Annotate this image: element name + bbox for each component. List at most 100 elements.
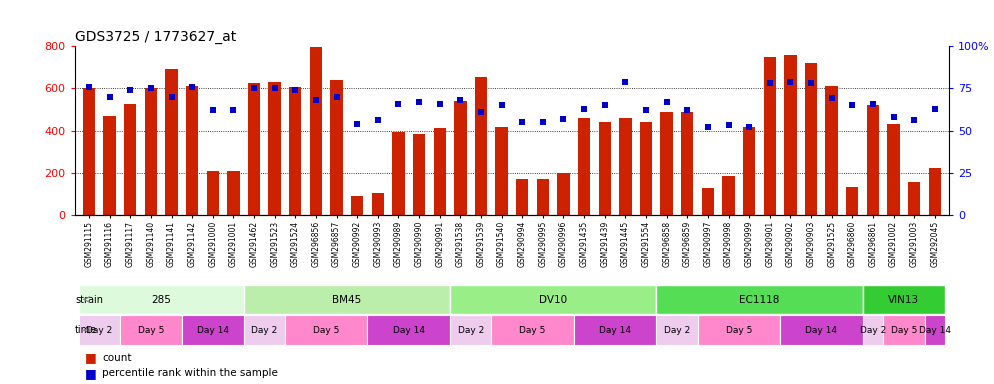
Text: count: count xyxy=(102,353,132,363)
Bar xyxy=(450,316,491,345)
Bar xyxy=(393,132,405,215)
Point xyxy=(865,101,881,107)
Bar xyxy=(863,285,945,314)
Point xyxy=(617,78,633,84)
Text: Day 2: Day 2 xyxy=(457,326,484,335)
Bar xyxy=(244,285,450,314)
Text: Day 14: Day 14 xyxy=(393,326,424,335)
Bar xyxy=(656,316,698,345)
Point xyxy=(535,119,551,125)
Bar xyxy=(784,55,796,215)
Point xyxy=(721,122,737,129)
Bar xyxy=(244,316,285,345)
Bar xyxy=(450,285,656,314)
Bar xyxy=(285,316,368,345)
Point xyxy=(101,94,117,100)
Bar xyxy=(124,104,136,215)
Bar xyxy=(537,179,549,215)
Bar xyxy=(268,82,281,215)
Bar xyxy=(330,80,343,215)
Bar xyxy=(495,127,508,215)
Text: Day 2: Day 2 xyxy=(860,326,886,335)
Bar xyxy=(908,182,920,215)
Bar xyxy=(558,173,570,215)
Bar xyxy=(598,122,611,215)
Text: BM45: BM45 xyxy=(332,295,362,305)
Text: Day 14: Day 14 xyxy=(918,326,951,335)
Point xyxy=(184,84,200,90)
Text: ■: ■ xyxy=(84,367,96,380)
Bar xyxy=(698,316,780,345)
Point xyxy=(514,119,530,125)
Bar xyxy=(863,316,884,345)
Bar xyxy=(433,128,446,215)
Point xyxy=(205,107,221,113)
Bar xyxy=(475,77,487,215)
Bar xyxy=(825,86,838,215)
Point xyxy=(226,107,242,113)
Bar xyxy=(83,88,95,215)
Bar xyxy=(619,118,631,215)
Point xyxy=(596,102,612,108)
Point xyxy=(803,80,819,86)
Bar xyxy=(763,56,776,215)
Bar xyxy=(780,316,863,345)
Bar xyxy=(165,69,178,215)
Bar xyxy=(888,124,900,215)
Point xyxy=(82,84,97,90)
Point xyxy=(659,99,675,105)
Point xyxy=(308,97,324,103)
Bar xyxy=(228,170,240,215)
Point xyxy=(391,101,407,107)
Bar xyxy=(186,86,199,215)
Point xyxy=(907,118,922,124)
Point xyxy=(370,118,386,124)
Bar xyxy=(103,116,116,215)
Text: Day 5: Day 5 xyxy=(138,326,164,335)
Bar xyxy=(289,87,301,215)
Text: Day 5: Day 5 xyxy=(313,326,339,335)
Bar xyxy=(681,111,694,215)
Text: GDS3725 / 1773627_at: GDS3725 / 1773627_at xyxy=(75,30,236,44)
Text: Day 5: Day 5 xyxy=(519,326,546,335)
Bar xyxy=(702,187,714,215)
Text: Day 14: Day 14 xyxy=(805,326,837,335)
Point xyxy=(431,101,447,107)
Point xyxy=(844,102,860,108)
Point xyxy=(782,78,798,84)
Bar xyxy=(884,316,924,345)
Bar xyxy=(310,47,322,215)
Bar xyxy=(867,105,879,215)
Text: Day 14: Day 14 xyxy=(599,326,631,335)
Point xyxy=(247,85,262,91)
Point xyxy=(329,94,345,100)
Bar xyxy=(79,285,244,314)
Text: Day 5: Day 5 xyxy=(891,326,917,335)
Bar xyxy=(248,83,260,215)
Text: ■: ■ xyxy=(84,351,96,364)
Point xyxy=(761,80,777,86)
Text: percentile rank within the sample: percentile rank within the sample xyxy=(102,368,278,378)
Point xyxy=(742,124,757,130)
Bar xyxy=(372,193,384,215)
Bar xyxy=(640,122,652,215)
Point xyxy=(412,99,427,105)
Text: Day 2: Day 2 xyxy=(251,326,277,335)
Bar xyxy=(928,167,941,215)
Text: strain: strain xyxy=(75,295,103,305)
Bar xyxy=(79,316,120,345)
Point xyxy=(164,94,180,100)
Bar xyxy=(491,316,574,345)
Bar xyxy=(145,88,157,215)
Bar xyxy=(805,63,817,215)
Text: Day 2: Day 2 xyxy=(86,326,112,335)
Bar xyxy=(660,111,673,215)
Point xyxy=(886,114,902,120)
Point xyxy=(556,116,572,122)
Text: Day 2: Day 2 xyxy=(664,326,690,335)
Bar xyxy=(743,127,755,215)
Point xyxy=(122,87,138,93)
Text: DV10: DV10 xyxy=(539,295,568,305)
Bar xyxy=(656,285,863,314)
Bar xyxy=(924,316,945,345)
